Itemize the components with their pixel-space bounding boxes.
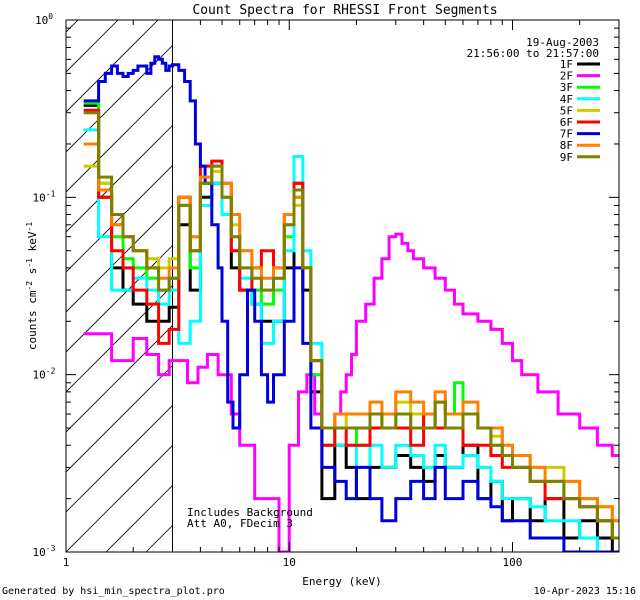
hatch-line bbox=[66, 20, 199, 153]
date-label: 19-Aug-2003 bbox=[526, 36, 599, 49]
y-tick-label: 10-3 bbox=[33, 544, 56, 559]
legend-label-4F: 4F bbox=[560, 93, 573, 106]
series-group bbox=[83, 55, 619, 552]
footer-timestamp: 10-Apr-2023 15:16 bbox=[534, 586, 636, 597]
legend-label-2F: 2F bbox=[560, 70, 573, 83]
x-tick-label: 1 bbox=[63, 556, 70, 569]
series-line-7F bbox=[83, 55, 619, 552]
x-tick-label: 10 bbox=[283, 556, 296, 569]
footer-generator: Generated by hsi_min_spectra_plot.pro bbox=[2, 586, 225, 597]
plot-frame bbox=[65, 19, 620, 553]
x-axis-label: Energy (keV) bbox=[302, 575, 381, 588]
y-tick-label: 10-2 bbox=[33, 367, 56, 382]
axis-ticks: 1 10 100 10-3 10-2 10-1 100 bbox=[33, 12, 620, 569]
annotation-attenuator: Att A0, FDecim 3 bbox=[187, 517, 293, 530]
y-tick-label: 10-1 bbox=[33, 189, 56, 204]
time-range-label: 21:56:00 to 21:57:00 bbox=[467, 47, 599, 60]
legend-label-9F: 9F bbox=[560, 151, 573, 164]
legend-label-8F: 8F bbox=[560, 139, 573, 152]
legend-label-5F: 5F bbox=[560, 104, 573, 117]
y-tick-label: 100 bbox=[35, 12, 53, 27]
hatch-line bbox=[66, 20, 159, 113]
series-line-2F bbox=[83, 232, 619, 552]
y-axis-label: counts cm-2 s-1 keV-1 bbox=[25, 222, 39, 350]
x-tick-label: 100 bbox=[503, 556, 523, 569]
legend-label-1F: 1F bbox=[560, 58, 573, 71]
hatch-line bbox=[66, 20, 239, 193]
legend-label-7F: 7F bbox=[560, 128, 573, 141]
legend-label-3F: 3F bbox=[560, 81, 573, 94]
annotation-background: Includes Background bbox=[187, 506, 313, 519]
series-line-9F bbox=[83, 111, 619, 540]
chart-title: Count Spectra for RHESSI Front Segments bbox=[192, 3, 497, 18]
legend-label-6F: 6F bbox=[560, 116, 573, 129]
